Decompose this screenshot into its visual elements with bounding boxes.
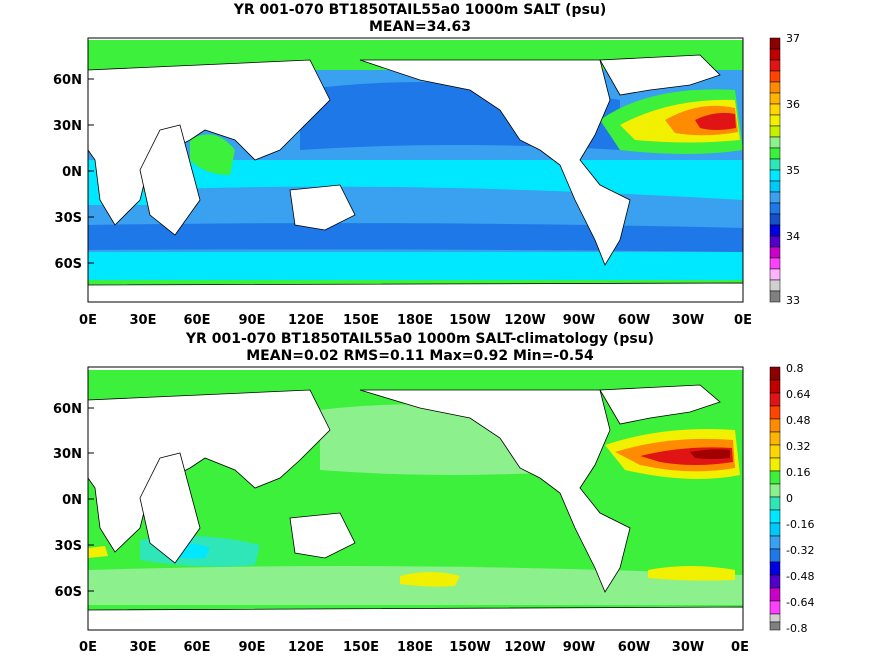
panel1-colorbar-label: 34 xyxy=(786,230,800,243)
panel1-colorbar-label: 33 xyxy=(786,294,800,307)
panel1-lat-label: 0N xyxy=(62,165,82,180)
panel1-lon-label: 30E xyxy=(130,313,157,328)
panel2-lon-label: 60W xyxy=(618,640,650,655)
panel2-title: YR 001-070 BT1850TAIL55a0 1000m SALT-cli… xyxy=(0,331,840,365)
panel2-lon-label: 0E xyxy=(731,640,749,655)
panel1-title: YR 001-070 BT1850TAIL55a0 1000m SALT (ps… xyxy=(0,2,840,36)
panel1-frame xyxy=(87,37,744,303)
panel1-title-line2: MEAN=34.63 xyxy=(368,19,472,35)
panel1-australia xyxy=(289,184,356,231)
panel2-lon-label: 180E xyxy=(397,640,433,655)
panel2-colorbar-label: 0.8 xyxy=(786,362,804,375)
panel2-colorbar-label: -0.48 xyxy=(786,570,814,583)
panel2-lon-label: 60E xyxy=(184,640,211,655)
panel1-antarctica xyxy=(88,282,743,302)
panel1-lon-label: 90E xyxy=(239,313,266,328)
panel1-lon-label: 90W xyxy=(563,313,595,328)
panel2-lon-label: 30W xyxy=(672,640,704,655)
panel1-colorbar-label: 36 xyxy=(786,98,800,111)
panel1-lon-label: 120E xyxy=(288,313,324,328)
panel2-colorbar-label: -0.8 xyxy=(786,622,807,635)
panel2-colorbar-label: 0.32 xyxy=(786,440,811,453)
panel2-lon-label: 120E xyxy=(288,640,324,655)
panel1-lat-label: 60N xyxy=(53,73,82,88)
panel2-colorbar-label: -0.64 xyxy=(786,596,814,609)
panel1-colorbar-labels: 37 36 35 34 33 xyxy=(786,32,800,307)
panel2-lon-label: 30E xyxy=(130,640,157,655)
panel1-lat-label: 30S xyxy=(55,211,82,226)
panel2-title-line2: MEAN=0.02 RMS=0.11 Max=0.92 Min=-0.54 xyxy=(246,348,594,364)
panel1-lat-labels: 60N 30N 0N 30S 60S xyxy=(53,73,82,272)
panel2-lon-label: 150E xyxy=(343,640,379,655)
panel1-colorbar-label: 35 xyxy=(786,164,800,177)
panel2-lon-label: 90W xyxy=(563,640,595,655)
panel1-lon-labels: 0E 30E 60E 90E 120E 150E 180E 150W 120W … xyxy=(79,313,752,328)
panel2-lat-label: 60N xyxy=(53,402,82,417)
panel2-australia xyxy=(289,512,356,559)
panel2-colorbar xyxy=(769,366,781,631)
panel1-lon-label: 0E xyxy=(79,313,97,328)
panel1-lon-label: 30W xyxy=(672,313,704,328)
panel2-colorbar-label: 0.64 xyxy=(786,388,811,401)
panel1-land xyxy=(88,54,743,302)
panel2-ticks xyxy=(88,407,94,592)
panel1-lon-label: 60W xyxy=(618,313,650,328)
panel1-ticks xyxy=(88,78,94,264)
panel1-lon-label: 180E xyxy=(397,313,433,328)
panel2-colorbar-label: -0.16 xyxy=(786,518,814,531)
panel2-lat-label: 30N xyxy=(53,447,82,462)
panel2-title-line1: YR 001-070 BT1850TAIL55a0 1000m SALT-cli… xyxy=(185,331,655,347)
panel1-title-line1: YR 001-070 BT1850TAIL55a0 1000m SALT (ps… xyxy=(233,2,607,18)
panel2-lon-label: 150W xyxy=(449,640,490,655)
panel2-lon-label: 0E xyxy=(79,640,97,655)
panel2-lat-label: 30S xyxy=(55,539,82,554)
panel1-lon-label: 120W xyxy=(504,313,545,328)
panel1-lon-label: 150W xyxy=(449,313,490,328)
panel1-lon-label: 60E xyxy=(184,313,211,328)
panel2-lon-label: 120W xyxy=(504,640,545,655)
panel1-lon-label: 0E xyxy=(734,313,752,328)
panel2-land xyxy=(88,384,743,630)
panel1-southern-band xyxy=(88,223,743,252)
panel2-lat-label: 60S xyxy=(55,585,82,600)
panel1-lat-label: 30N xyxy=(53,119,82,134)
panel2-colorbar-label: 0 xyxy=(786,492,793,505)
panel2-antarctica xyxy=(88,606,743,630)
panel2-colorbar-label: 0.48 xyxy=(786,414,811,427)
panel1-lon-label: 150E xyxy=(343,313,379,328)
panel1-lat-label: 60S xyxy=(55,257,82,272)
panel1-colorbar xyxy=(769,37,781,303)
panel2-lon-labels: 0E 30E 60E 90E 120E 150E 180E 150W 120W … xyxy=(79,640,749,655)
panel1-colorbar-label: 37 xyxy=(786,32,800,45)
panel2-lat-label: 0N xyxy=(62,493,82,508)
panel2-colorbar-label: -0.32 xyxy=(786,544,814,557)
panel1-map xyxy=(88,38,743,302)
panel2-lon-label: 90E xyxy=(239,640,266,655)
panel2-colorbar-label: 0.16 xyxy=(786,466,811,479)
panel2-colorbar-labels: 0.8 0.64 0.48 0.32 0.16 0 -0.16 -0.32 -0… xyxy=(786,362,814,635)
panel2-lat-labels: 60N 30N 0N 30S 60S xyxy=(53,402,82,600)
panel2-map xyxy=(88,367,743,630)
